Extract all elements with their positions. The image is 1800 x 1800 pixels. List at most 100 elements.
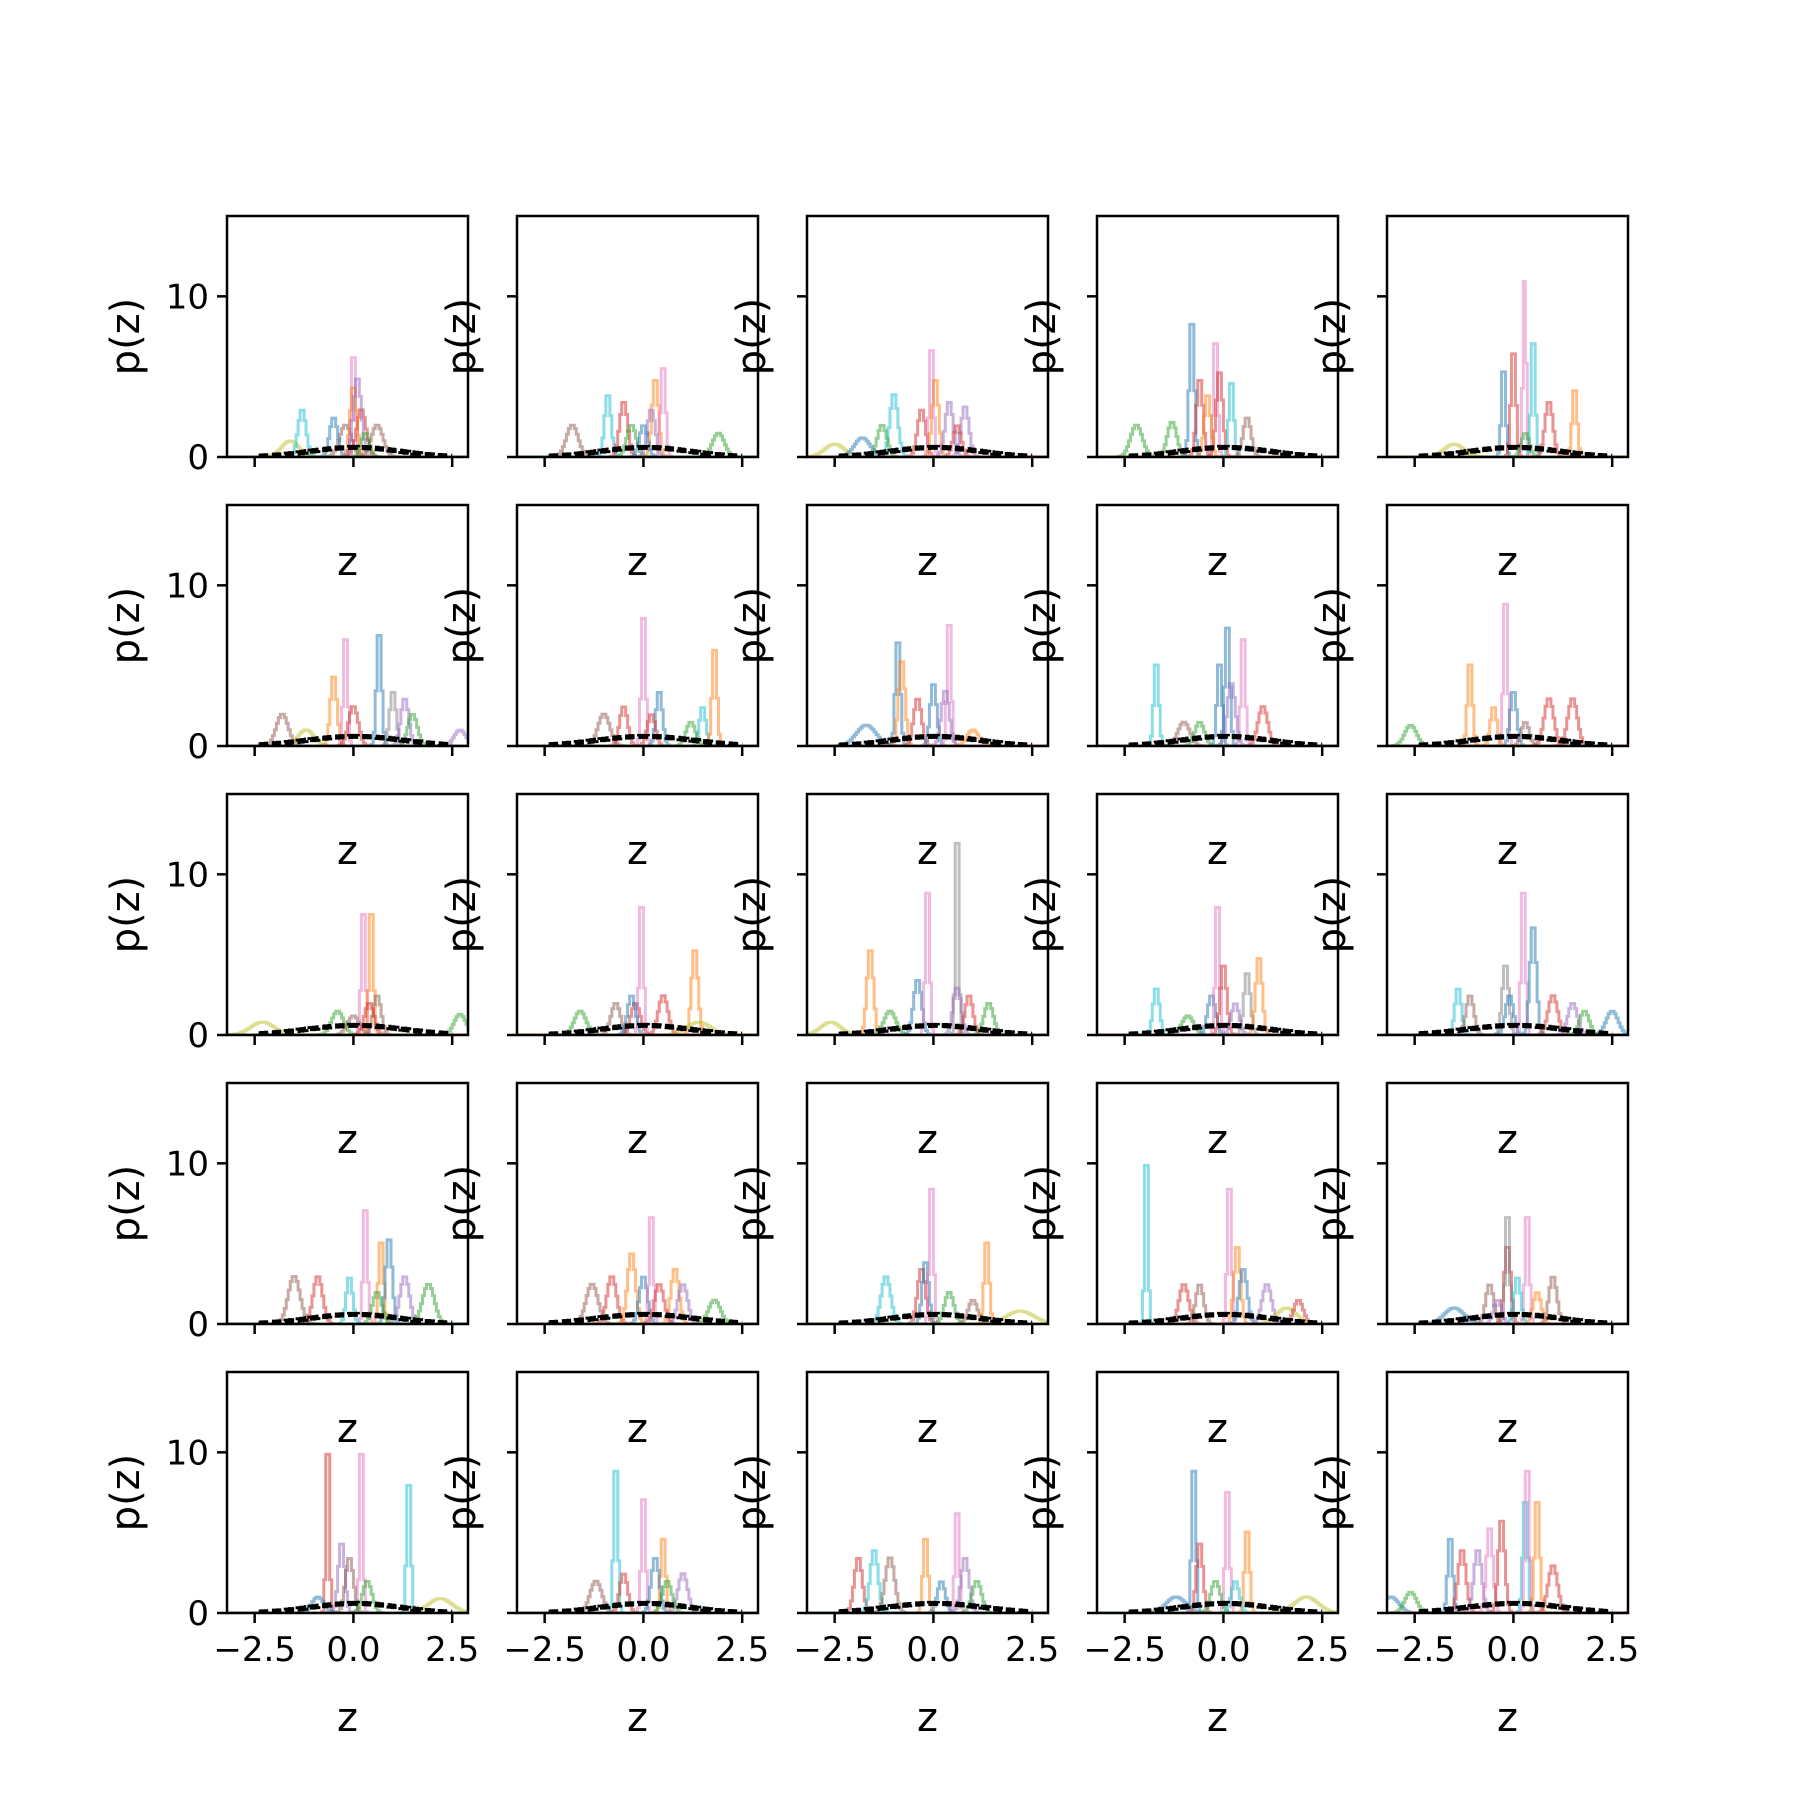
summary-curve	[1128, 444, 1323, 457]
x-axis-label: z	[917, 1406, 938, 1452]
series-3	[1097, 663, 1338, 746]
series-3	[517, 1252, 758, 1324]
series-7	[1097, 1595, 1338, 1613]
y-axis-label: p(z)	[1019, 298, 1065, 376]
series-6	[517, 1557, 758, 1613]
series-1	[807, 442, 1048, 457]
plot-area	[227, 1209, 468, 1324]
axes-frame	[1385, 1370, 1630, 1615]
series-2	[517, 1002, 758, 1035]
series-5	[517, 713, 758, 746]
series-3	[517, 616, 758, 746]
plot-area	[517, 616, 758, 746]
series-5	[1097, 964, 1338, 1035]
x-axis-label: z	[627, 539, 648, 585]
summary-curve	[548, 1311, 743, 1324]
series-1	[807, 1020, 1048, 1035]
series-4	[517, 905, 758, 1035]
summary-curve	[258, 733, 453, 746]
axes-frame	[515, 1370, 760, 1615]
subplot-5-5: −2.5 0.0 2.5 z p(z)	[1309, 1370, 1639, 1741]
x-tick-label: 2.5	[425, 1630, 479, 1670]
series-8	[517, 431, 758, 457]
series-4	[1387, 690, 1628, 746]
y-tick-label: 0	[187, 1305, 209, 1345]
summary-curve	[1418, 1600, 1613, 1613]
series-6	[1097, 705, 1338, 746]
axes-frame	[805, 503, 1050, 748]
series-4	[227, 638, 468, 746]
x-axis-label: z	[627, 828, 648, 874]
axes-frame	[805, 1081, 1050, 1326]
series-7	[807, 378, 1048, 457]
subplot-3-2: z p(z)	[439, 792, 760, 1163]
series-3	[227, 1014, 468, 1035]
x-axis-label: z	[1497, 539, 1518, 585]
axes-frame	[805, 214, 1050, 459]
series-3	[1097, 994, 1338, 1035]
series-3	[1097, 1283, 1338, 1324]
summary-curve	[1128, 1600, 1323, 1613]
plot-area	[517, 905, 758, 1035]
x-tick-label: 0.0	[1486, 1630, 1540, 1670]
y-axis-label: p(z)	[439, 876, 485, 954]
summary-curve	[1418, 1022, 1613, 1035]
series-6	[227, 408, 468, 457]
subplot-3-3: z p(z)	[729, 792, 1050, 1163]
series-8	[227, 1282, 468, 1324]
plot-area	[1387, 1216, 1628, 1324]
x-tick-label: 2.5	[715, 1630, 769, 1670]
summary-curve	[548, 444, 743, 457]
series-7	[1097, 682, 1338, 746]
y-tick-label: 10	[166, 277, 209, 317]
axes-frame	[1095, 1081, 1340, 1326]
series-2	[517, 705, 758, 746]
axes-frame	[1095, 503, 1340, 748]
series-6	[227, 1580, 468, 1613]
series-9	[1097, 1298, 1338, 1324]
series-10	[227, 432, 468, 457]
plot-area	[1097, 1163, 1338, 1324]
plot-area	[1097, 905, 1338, 1035]
x-axis-label: z	[1207, 828, 1228, 874]
series-3	[227, 423, 468, 457]
x-axis-label: z	[1497, 1406, 1518, 1452]
summary-curve	[258, 1600, 453, 1613]
plot-area	[517, 1469, 758, 1613]
y-tick-label: 10	[166, 566, 209, 606]
axes-frame	[515, 1081, 760, 1326]
series-3	[1387, 602, 1628, 746]
subplot-3-4: z p(z)	[1019, 792, 1340, 1163]
summary-curve	[1418, 1311, 1613, 1324]
axes-frame	[1385, 792, 1630, 1037]
series-7	[807, 690, 1048, 746]
series-4	[807, 1537, 1048, 1613]
series-6	[1097, 371, 1338, 457]
y-axis-label: p(z)	[1019, 587, 1065, 665]
x-tick-label: 0.0	[326, 1630, 380, 1670]
x-tick-label: 2.5	[1585, 1630, 1639, 1670]
axes-frame	[1095, 792, 1340, 1037]
series-4	[517, 1275, 758, 1324]
summary-curve	[258, 444, 453, 457]
plot-area	[1387, 602, 1628, 746]
plot-area	[1387, 1469, 1628, 1613]
subplot-2-5: z p(z)	[1309, 503, 1630, 874]
summary-curve	[548, 1022, 743, 1035]
y-axis-label: p(z)	[1019, 876, 1065, 954]
series-4	[227, 416, 468, 457]
subplot-2-1: z 0 10 p(z)	[103, 503, 470, 874]
series-2	[227, 1452, 468, 1613]
subplot-5-1: −2.5 0.0 2.5 z 0 10 p(z)	[103, 1370, 479, 1741]
summary-curve	[258, 1022, 453, 1035]
series-4	[517, 1498, 758, 1613]
series-4	[1387, 994, 1628, 1035]
x-axis-label: z	[627, 1695, 648, 1741]
x-axis-label: z	[627, 1406, 648, 1452]
x-axis-label: z	[1497, 1695, 1518, 1741]
series-4	[1387, 1216, 1628, 1324]
series-7	[227, 386, 468, 457]
summary-curve	[1128, 1311, 1323, 1324]
axes-frame	[515, 792, 760, 1037]
y-axis-label: p(z)	[439, 1165, 485, 1243]
